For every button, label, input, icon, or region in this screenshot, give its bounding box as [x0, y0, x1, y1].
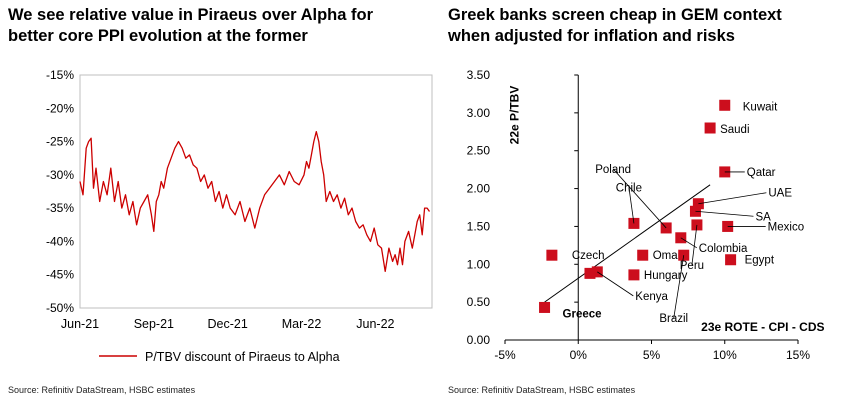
y-axis-title: 22e P/TBV: [507, 86, 521, 145]
label-leader-line: [612, 168, 667, 229]
x-tick-label: 5%: [643, 348, 661, 362]
scatter-point: [628, 269, 640, 281]
point-label: Hungary: [644, 270, 688, 282]
y-tick-label: 1.50: [467, 219, 491, 233]
label-leader-line: [597, 271, 634, 297]
point-label: Kuwait: [743, 101, 778, 113]
x-axis-title: 23e ROTE - CPI - CDS: [701, 320, 824, 334]
point-label: Egypt: [745, 255, 775, 267]
point-label: Chile: [616, 182, 642, 194]
point-label: Oman: [653, 250, 684, 262]
right-source-note: Source: Refinitiv DataStream, HSBC estim…: [448, 385, 636, 395]
y-tick-label: -25%: [46, 135, 74, 149]
scatter-point: [725, 254, 737, 266]
point-label: Qatar: [747, 167, 776, 179]
x-tick-label: 10%: [713, 348, 737, 362]
point-label: Poland: [595, 164, 631, 176]
x-tick-label: 0%: [570, 348, 588, 362]
y-tick-label: -40%: [46, 234, 74, 248]
scatter-point: [539, 301, 551, 313]
y-tick-label: -20%: [46, 101, 74, 115]
x-tick-label: 15%: [786, 348, 810, 362]
label-leader-line: [673, 255, 685, 319]
point-label: Brazil: [659, 313, 688, 325]
series-line-piraeus-alpha: [79, 130, 431, 273]
scatter-point: [584, 267, 596, 279]
point-label: UAE: [768, 188, 792, 200]
point-label: Czech: [572, 250, 605, 262]
y-tick-label: 2.50: [467, 144, 491, 158]
x-tick-label: Jun-21: [61, 317, 99, 331]
trend-line: [544, 184, 711, 303]
left-title-line1: We see relative value in Piraeus over Al…: [8, 6, 373, 24]
legend-label: P/TBV discount of Piraeus to Alpha: [145, 350, 340, 364]
y-tick-label: -45%: [46, 268, 74, 282]
y-tick-label: -35%: [46, 201, 74, 215]
scatter-point: [719, 99, 731, 111]
label-leader-line: [695, 210, 754, 217]
point-label: SA: [755, 211, 771, 223]
scatter-point: [546, 249, 558, 261]
x-tick-label: Dec-21: [208, 317, 248, 331]
label-leader-line: [691, 224, 698, 265]
point-label: Saudi: [720, 124, 749, 136]
y-tick-label: -15%: [46, 68, 74, 82]
point-label: Mexico: [768, 221, 804, 233]
right-chart-title: Greek banks screen cheap in GEM context …: [448, 5, 782, 47]
point-label: Greece: [563, 308, 602, 320]
y-tick-label: 2.00: [467, 182, 491, 196]
x-tick-label: Jun-22: [356, 317, 394, 331]
y-tick-label: 0.50: [467, 295, 491, 309]
y-tick-label: -50%: [46, 301, 74, 315]
point-label: Kenya: [635, 291, 668, 303]
label-leader-line: [698, 192, 767, 205]
y-tick-label: 3.00: [467, 106, 491, 120]
y-tick-label: -30%: [46, 168, 74, 182]
point-label: Peru: [680, 260, 704, 272]
left-source-note: Source: Refinitiv DataStream, HSBC estim…: [8, 385, 196, 395]
y-tick-label: 3.50: [467, 68, 491, 82]
scatter-point: [637, 249, 649, 261]
label-leader-line: [628, 187, 635, 224]
y-tick-label: 0.00: [467, 333, 491, 347]
left-plot-frame: [79, 74, 433, 309]
right-title-line2: when adjusted for inflation and risks: [448, 27, 735, 45]
right-title-line1: Greek banks screen cheap in GEM context: [448, 6, 782, 24]
scatter-point: [704, 122, 716, 134]
point-label: Colombia: [699, 243, 748, 255]
x-tick-label: -5%: [494, 348, 516, 362]
left-title-line2: better core PPI evolution at the former: [8, 27, 308, 45]
left-chart-title: We see relative value in Piraeus over Al…: [8, 5, 373, 47]
x-tick-label: Sep-21: [134, 317, 174, 331]
y-tick-label: 1.00: [467, 257, 491, 271]
x-tick-label: Mar-22: [282, 317, 322, 331]
